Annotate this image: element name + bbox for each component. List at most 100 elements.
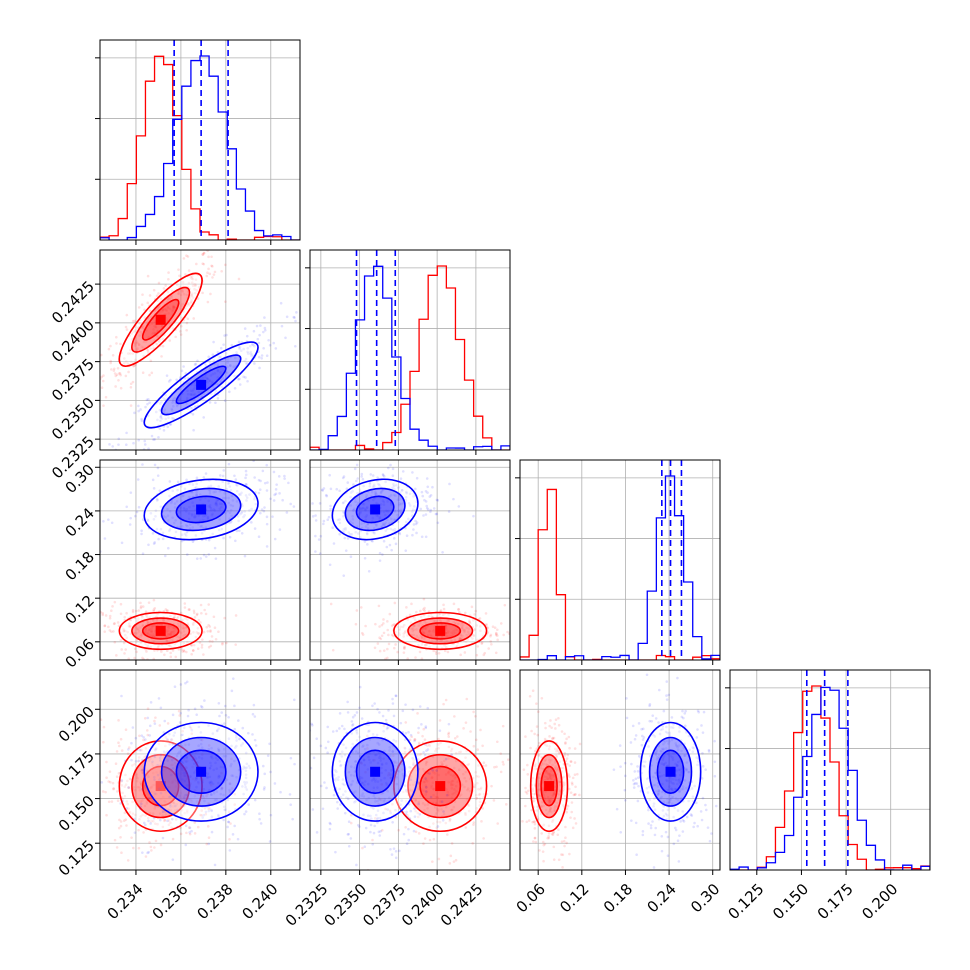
scatter-point — [147, 543, 150, 547]
scatter-point — [423, 643, 427, 647]
scatter-point — [385, 545, 389, 549]
scatter-point — [531, 776, 535, 780]
scatter-point — [312, 756, 316, 760]
scatter-point — [389, 776, 393, 780]
scatter-point — [332, 542, 336, 545]
scatter-point — [112, 787, 115, 791]
scatter-point — [126, 779, 129, 783]
scatter-point — [180, 369, 184, 373]
scatter-point — [388, 612, 392, 616]
scatter-point — [182, 771, 186, 775]
scatter-point — [424, 726, 428, 730]
scatter-point — [240, 744, 243, 747]
scatter-point — [189, 754, 193, 757]
scatter-point — [475, 796, 479, 800]
scatter-point — [146, 519, 150, 523]
scatter-point — [169, 795, 172, 798]
scatter-point — [634, 734, 638, 737]
scatter-point — [452, 497, 455, 501]
scatter-point — [376, 799, 379, 803]
scatter-point — [180, 648, 184, 651]
scatter-point — [229, 503, 233, 507]
scatter-point — [231, 499, 235, 502]
scatter-point — [561, 866, 564, 869]
scatter-point — [704, 808, 708, 812]
scatter-point — [423, 609, 426, 612]
scatter-point — [692, 746, 695, 750]
scatter-point — [140, 345, 144, 349]
scatter-point — [134, 813, 137, 817]
scatter-point — [334, 779, 337, 782]
scatter-point — [244, 469, 248, 473]
scatter-point — [229, 521, 233, 524]
scatter-point — [408, 789, 412, 793]
scatter-point — [218, 355, 221, 359]
scatter-point — [196, 359, 199, 363]
scatter-point — [262, 330, 265, 334]
density-peak-B — [370, 766, 381, 777]
scatter-point — [643, 765, 646, 768]
scatter-point — [448, 818, 452, 821]
scatter-point — [274, 488, 278, 491]
scatter-point — [371, 474, 375, 477]
scatter-point — [208, 379, 212, 383]
scatter-point — [662, 748, 665, 752]
scatter-point — [171, 713, 175, 717]
panel-content — [310, 670, 518, 870]
scatter-point — [224, 713, 228, 717]
scatter-point — [432, 837, 436, 841]
scatter-point — [134, 514, 137, 518]
scatter-point — [349, 773, 353, 777]
scatter-point — [210, 793, 213, 796]
scatter-point — [220, 385, 224, 389]
scatter-point — [233, 356, 237, 360]
scatter-point — [137, 630, 141, 633]
panel-content — [520, 460, 720, 660]
scatter-point — [152, 331, 155, 334]
scatter-point — [643, 760, 647, 763]
scatter-point — [121, 791, 124, 795]
scatter-point — [666, 801, 669, 805]
scatter-point — [557, 723, 561, 727]
scatter-point — [358, 507, 362, 510]
scatter-point — [515, 742, 518, 745]
scatter-point — [127, 624, 131, 628]
scatter-point — [124, 374, 128, 378]
scatter-point — [210, 635, 214, 638]
scatter-point — [161, 531, 165, 535]
scatter-point — [460, 763, 463, 767]
scatter-point — [411, 756, 414, 760]
scatter-point — [130, 836, 133, 839]
scatter-point — [367, 499, 370, 502]
scatter-point — [668, 785, 671, 788]
scatter-point — [202, 796, 206, 800]
scatter-point — [224, 511, 227, 515]
scatter-point — [456, 780, 459, 784]
scatter-point — [235, 739, 238, 742]
scatter-point — [367, 569, 371, 573]
scatter-point — [244, 494, 248, 497]
scatter-point — [112, 622, 116, 626]
scatter-point — [186, 759, 189, 763]
scatter-point — [155, 623, 159, 626]
scatter-point — [113, 622, 116, 625]
histogram-B — [520, 475, 720, 660]
scatter-point — [680, 771, 683, 774]
scatter-point — [412, 758, 415, 762]
scatter-point — [136, 785, 140, 789]
scatter-point — [378, 798, 382, 801]
scatter-point — [202, 251, 206, 255]
scatter-point — [384, 521, 387, 524]
scatter-point — [495, 765, 498, 769]
scatter-point — [459, 653, 462, 657]
scatter-point — [544, 769, 548, 773]
scatter-point — [170, 289, 174, 293]
scatter-point — [208, 504, 212, 507]
scatter-point — [371, 498, 375, 502]
scatter-point — [682, 716, 685, 720]
scatter-point — [223, 704, 227, 708]
scatter-point — [641, 738, 645, 741]
scatter-point — [152, 608, 156, 612]
scatter-point — [442, 603, 445, 607]
scatter-point — [391, 528, 395, 532]
